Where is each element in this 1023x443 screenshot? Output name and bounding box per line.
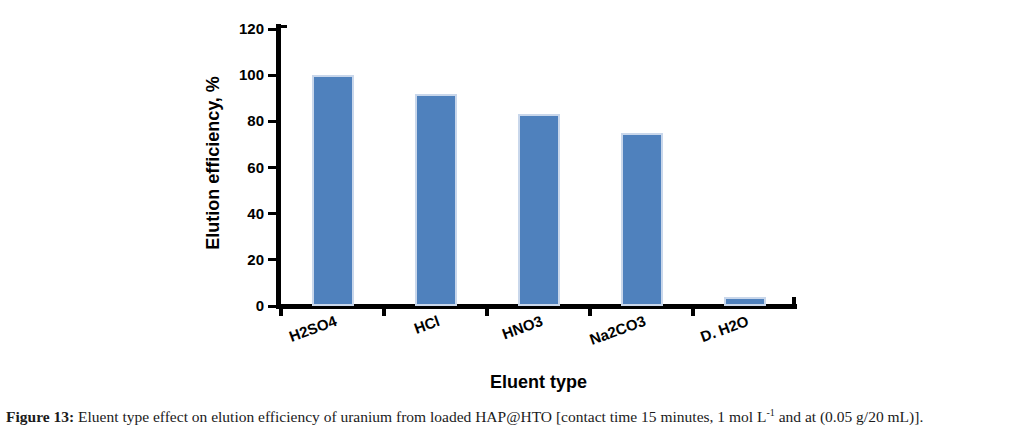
bar bbox=[415, 94, 457, 306]
bar bbox=[312, 75, 354, 306]
y-tick-label: 80 bbox=[206, 112, 264, 130]
y-tick-label: 20 bbox=[206, 251, 264, 269]
y-tick-label: 120 bbox=[206, 20, 264, 38]
y-tick bbox=[268, 212, 276, 215]
y-tick-label: 100 bbox=[206, 66, 264, 84]
figure-caption-text-end: and at (0.05 g/20 mL)]. bbox=[775, 408, 924, 425]
y-tick bbox=[268, 28, 276, 31]
bar bbox=[724, 297, 766, 306]
x-tick bbox=[485, 309, 489, 316]
y-tick bbox=[268, 305, 276, 308]
x-axis-title: Eluent type bbox=[281, 372, 796, 393]
x-tick bbox=[792, 297, 796, 309]
figure-caption-number: Figure 13: bbox=[6, 408, 74, 425]
x-tick bbox=[382, 309, 386, 316]
y-tick-label: 0 bbox=[206, 297, 264, 315]
figure-caption-superscript: -1 bbox=[766, 407, 774, 418]
y-tick bbox=[268, 166, 276, 169]
figure-caption: Figure 13: Eluent type effect on elution… bbox=[6, 406, 1020, 428]
y-axis-end-cap bbox=[281, 25, 287, 28]
y-tick bbox=[268, 120, 276, 123]
x-tick bbox=[279, 309, 283, 316]
x-tick bbox=[588, 309, 592, 316]
y-tick-label: 40 bbox=[206, 205, 264, 223]
bar bbox=[518, 114, 560, 306]
figure-caption-text: Eluent type effect on elution efficiency… bbox=[74, 408, 766, 425]
x-tick bbox=[691, 309, 695, 316]
y-tick bbox=[268, 258, 276, 261]
y-axis-line bbox=[276, 24, 281, 309]
y-tick-label: 60 bbox=[206, 159, 264, 177]
y-tick bbox=[268, 74, 276, 77]
figure-page: Elution efficiency, % 020406080100120 H2… bbox=[0, 0, 1023, 443]
bar bbox=[621, 133, 663, 306]
